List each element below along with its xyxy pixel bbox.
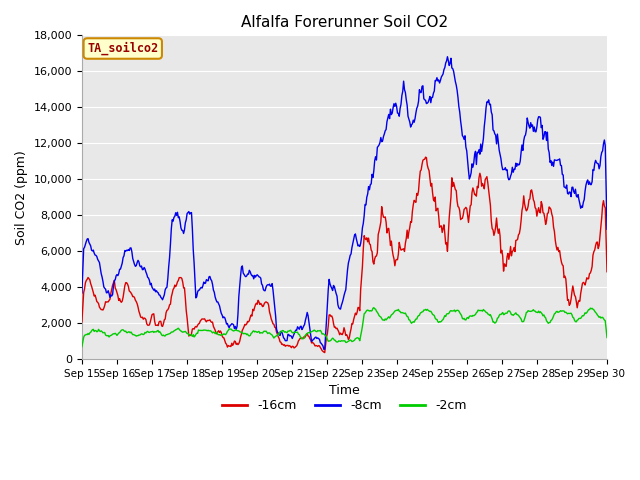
Y-axis label: Soil CO2 (ppm): Soil CO2 (ppm) [15, 150, 28, 244]
Text: TA_soilco2: TA_soilco2 [87, 42, 159, 55]
X-axis label: Time: Time [329, 384, 360, 397]
Legend: -16cm, -8cm, -2cm: -16cm, -8cm, -2cm [217, 395, 472, 418]
Title: Alfalfa Forerunner Soil CO2: Alfalfa Forerunner Soil CO2 [241, 15, 448, 30]
